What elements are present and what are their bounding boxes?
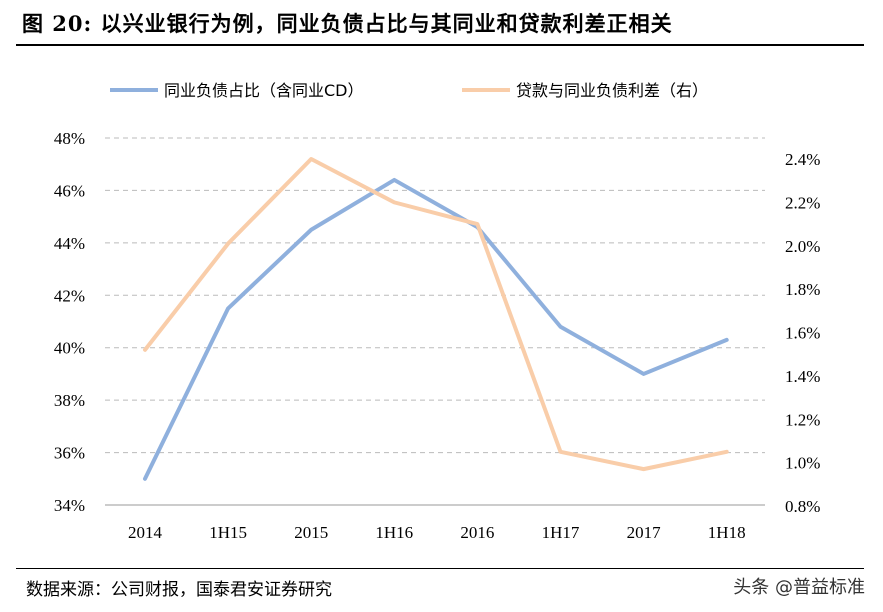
y-left-tick-label: 42% <box>54 286 85 305</box>
chart-title: 图 20: 以兴业银行为例，同业负债占比与其同业和贷款利差正相关 <box>22 11 673 36</box>
y-left-tick-label: 48% <box>54 129 85 148</box>
x-tick-label: 1H17 <box>542 523 580 542</box>
source-note: 数据来源：公司财报，国泰君安证券研究 <box>26 580 332 600</box>
y-right-tick-label: 2.4% <box>785 150 820 169</box>
x-tick-label: 2015 <box>294 523 328 542</box>
y-right-tick-label: 0.8% <box>785 497 820 516</box>
x-tick-label: 1H16 <box>375 523 413 542</box>
x-tick-label: 1H18 <box>708 523 746 542</box>
x-tick-label: 2017 <box>627 523 662 542</box>
y-left-tick-label: 38% <box>54 391 85 410</box>
legend-label-1: 同业负债占比（含同业CD） <box>164 81 364 100</box>
y-left-tick-label: 36% <box>54 444 85 463</box>
y-right-tick-label: 2.2% <box>785 193 820 212</box>
x-tick-label: 1H15 <box>209 523 247 542</box>
bottom-divider <box>16 568 864 569</box>
y-right-tick-label: 1.4% <box>785 367 820 386</box>
x-tick-label: 2016 <box>460 523 494 542</box>
y-left-tick-label: 40% <box>54 339 85 358</box>
y-right-tick-label: 1.8% <box>785 280 820 299</box>
y-right-tick-label: 1.6% <box>785 324 820 343</box>
y-left-tick-label: 46% <box>54 181 85 200</box>
legend-label-2: 贷款与同业负债利差（右） <box>516 81 708 100</box>
y-left-tick-label: 44% <box>54 234 85 253</box>
title-divider <box>16 44 864 46</box>
x-tick-label: 2014 <box>128 523 163 542</box>
y-right-tick-label: 1.2% <box>785 410 820 429</box>
watermark: 头条 @普益标准 <box>733 577 865 598</box>
y-right-tick-label: 2.0% <box>785 237 820 256</box>
series-line-1 <box>143 177 729 481</box>
series-line-2 <box>143 157 729 472</box>
y-left-tick-label: 34% <box>54 496 85 515</box>
y-right-tick-label: 1.0% <box>785 454 820 473</box>
